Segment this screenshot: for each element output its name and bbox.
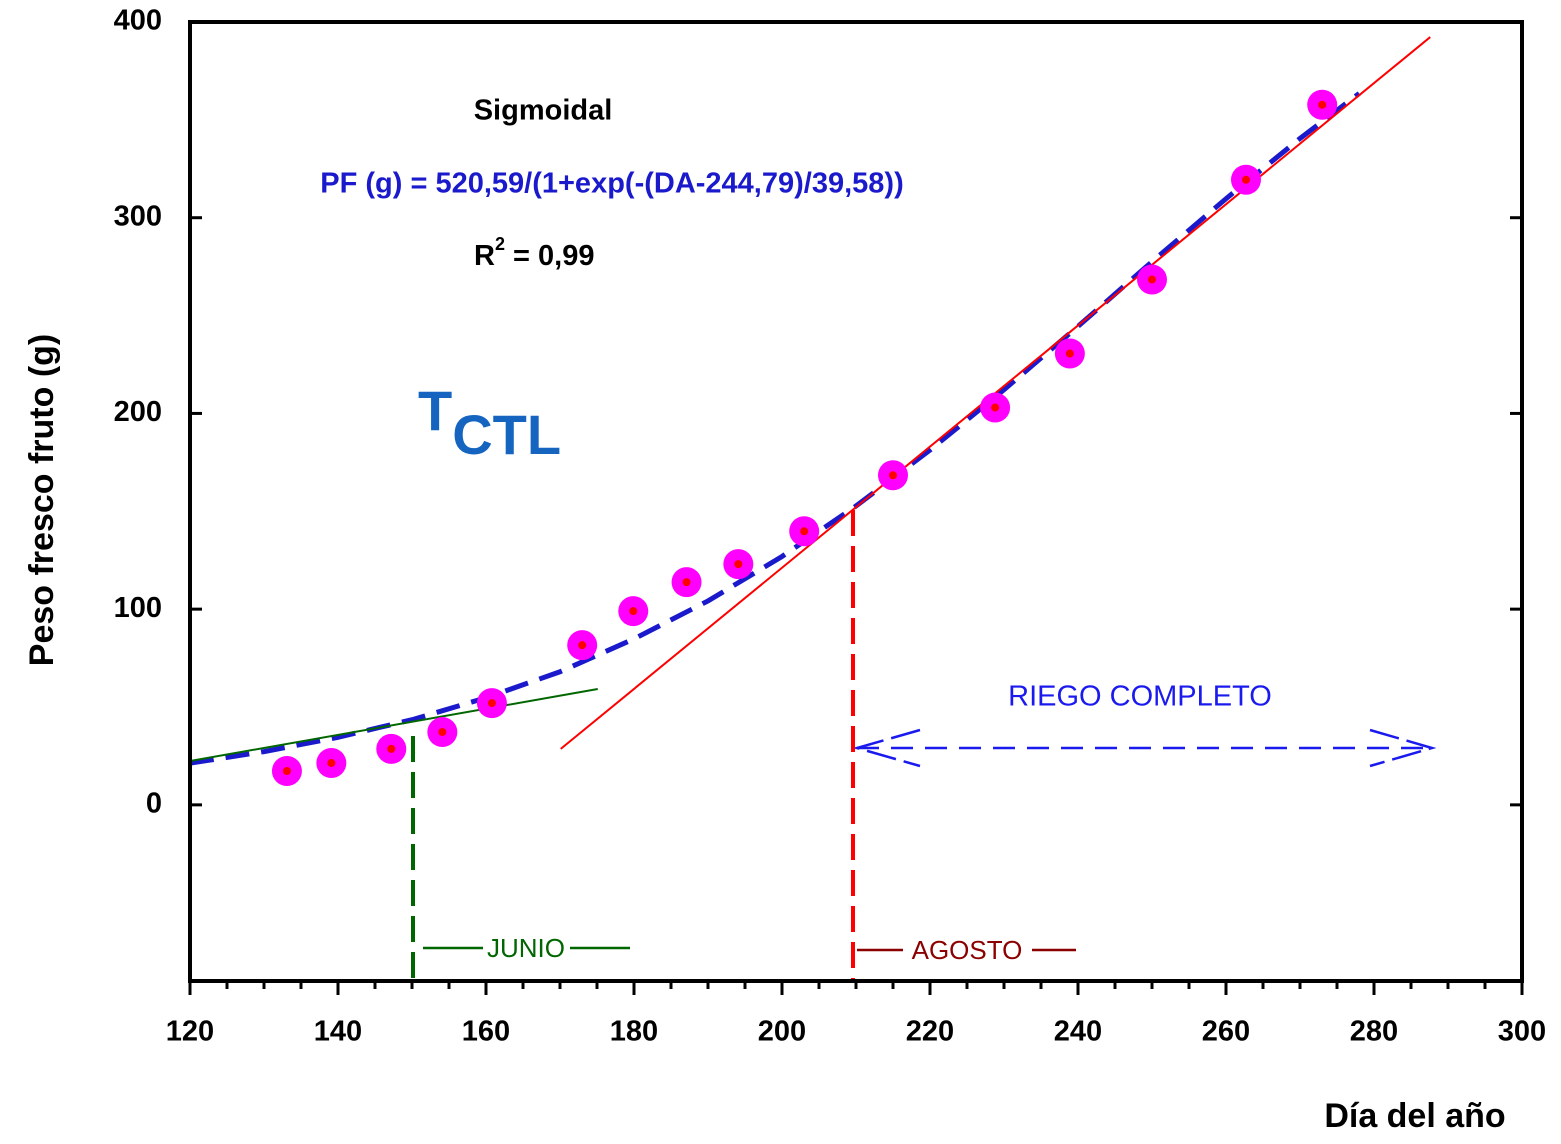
data-point-center bbox=[629, 607, 638, 616]
x-tick-label: 200 bbox=[758, 1016, 806, 1048]
data-point-center bbox=[734, 560, 743, 569]
irrigation-label: RIEGO COMPLETO bbox=[1008, 681, 1272, 713]
y-axis-label: Peso fresco fruto (g) bbox=[23, 334, 61, 666]
fit-line bbox=[190, 688, 598, 763]
data-point-center bbox=[682, 578, 691, 587]
data-point-center bbox=[889, 471, 897, 480]
y-tick-label: 400 bbox=[114, 5, 162, 37]
june-label: JUNIO bbox=[487, 933, 565, 963]
x-tick-label: 220 bbox=[906, 1016, 954, 1048]
y-tick-label: 100 bbox=[114, 592, 162, 624]
data-point-center bbox=[282, 766, 291, 775]
x-tick-label: 300 bbox=[1498, 1016, 1546, 1048]
x-tick-label: 240 bbox=[1054, 1016, 1102, 1048]
r2-rest: = 0,99 bbox=[505, 240, 595, 272]
data-point-center bbox=[800, 527, 809, 536]
plot-area bbox=[190, 36, 1431, 786]
treatment-label: TCTL bbox=[418, 379, 561, 466]
r2-label: R2 = 0,99 bbox=[474, 234, 594, 272]
x-axis-label: Día del año bbox=[1324, 1097, 1505, 1135]
equation: PF (g) = 520,59/(1+exp(-(DA-244,79)/39,5… bbox=[320, 168, 903, 200]
data-point-center bbox=[327, 758, 336, 767]
r2-sup: 2 bbox=[495, 234, 505, 254]
y-tick-label: 200 bbox=[114, 396, 162, 428]
y-tick-label: 0 bbox=[146, 788, 162, 820]
x-tick-label: 140 bbox=[314, 1016, 362, 1048]
august-label: AGOSTO bbox=[912, 935, 1023, 965]
treatment-sub: CTL bbox=[452, 403, 561, 466]
data-point-center bbox=[1241, 175, 1250, 184]
x-tick-label: 280 bbox=[1350, 1016, 1398, 1048]
data-point-center bbox=[387, 744, 396, 753]
data-point-center bbox=[1065, 349, 1074, 358]
y-tick-label: 300 bbox=[114, 200, 162, 232]
x-tick-label: 260 bbox=[1202, 1016, 1250, 1048]
r2-base: R bbox=[474, 240, 495, 272]
x-tick-label: 120 bbox=[166, 1016, 214, 1048]
model-label: Sigmoidal bbox=[474, 95, 613, 127]
data-point-center bbox=[438, 728, 447, 737]
data-point-center bbox=[1148, 275, 1156, 284]
treatment-base: T bbox=[418, 379, 452, 442]
data-point-center bbox=[487, 699, 496, 708]
x-tick-label: 180 bbox=[610, 1016, 658, 1048]
plot-frame bbox=[188, 20, 1524, 983]
data-point-center bbox=[578, 641, 587, 650]
data-point-center bbox=[991, 403, 1000, 412]
irrigation-arrow bbox=[852, 728, 1437, 768]
data-point-center bbox=[1318, 100, 1327, 109]
x-tick-label: 160 bbox=[462, 1016, 510, 1048]
